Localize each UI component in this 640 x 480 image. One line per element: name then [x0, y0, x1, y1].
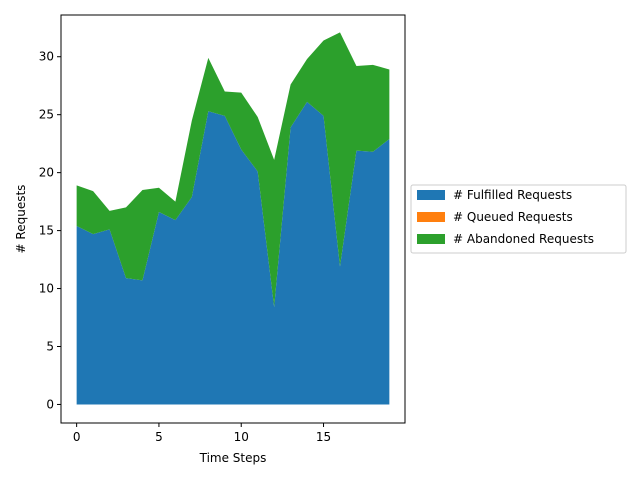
- x-axis-label: Time Steps: [199, 451, 267, 465]
- x-tick-label: 15: [316, 430, 331, 444]
- legend-label-abandoned: # Abandoned Requests: [453, 232, 594, 246]
- x-tick-label: 10: [234, 430, 249, 444]
- y-axis-ticks: 0 5 10 15 20 25 30: [39, 50, 61, 411]
- legend-swatch-abandoned: [417, 234, 445, 244]
- legend-swatch-fulfilled: [417, 190, 445, 200]
- legend-swatch-queued: [417, 212, 445, 222]
- legend-label-queued: # Queued Requests: [453, 210, 573, 224]
- y-tick-label: 25: [39, 108, 54, 122]
- stacked-areas: [76, 32, 390, 405]
- legend: # Fulfilled Requests # Queued Requests #…: [410, 184, 627, 254]
- y-tick-label: 20: [39, 166, 54, 180]
- y-tick-label: 10: [39, 282, 54, 296]
- axes-frame: [60, 14, 406, 424]
- legend-label-fulfilled: # Fulfilled Requests: [453, 188, 572, 202]
- y-tick-label: 30: [39, 50, 54, 64]
- area-abandoned-requests: [76, 32, 390, 308]
- y-tick-label: 15: [39, 224, 54, 238]
- legend-frame: [410, 184, 627, 254]
- y-tick-label: 5: [46, 340, 54, 354]
- y-axis-label: # Requests: [14, 185, 28, 254]
- y-tick-label: 0: [46, 397, 54, 411]
- x-tick-label: 5: [155, 430, 163, 444]
- x-axis-ticks: 0 5 10 15: [73, 423, 331, 444]
- x-tick-label: 0: [73, 430, 81, 444]
- area-fulfilled-requests: [76, 101, 390, 405]
